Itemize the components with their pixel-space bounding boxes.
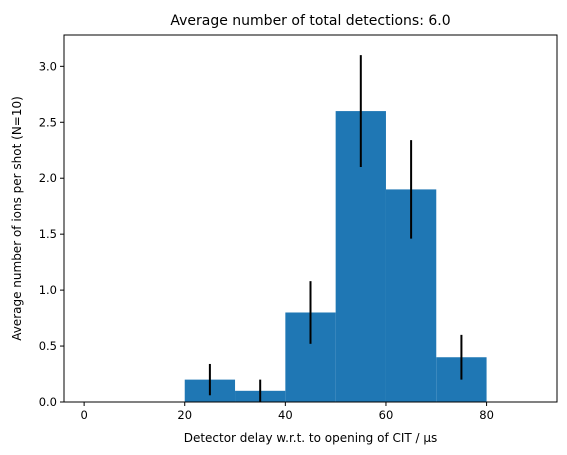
y-tick-label: 0.5 <box>39 339 57 353</box>
y-tick-label: 1.0 <box>39 283 57 297</box>
x-tick-label: 20 <box>177 408 192 422</box>
y-tick-label: 2.5 <box>39 115 57 129</box>
x-tick-label: 0 <box>80 408 87 422</box>
x-tick-label: 40 <box>278 408 293 422</box>
y-tick-label: 0.0 <box>39 395 57 409</box>
y-tick-label: 2.0 <box>39 171 57 185</box>
y-axis-ticks: 0.0 0.5 1.0 1.5 2.0 2.5 3.0 <box>39 59 64 409</box>
plot-frame <box>63 34 558 403</box>
errorbars-group <box>208 55 463 402</box>
x-tick-label: 60 <box>379 408 394 422</box>
x-axis-ticks: 0 20 40 60 80 <box>80 402 494 422</box>
chart-title: Average number of total detections: 6.0 <box>170 13 450 29</box>
x-tick-label: 80 <box>479 408 494 422</box>
y-tick-label: 3.0 <box>39 59 57 73</box>
x-axis-label: Detector delay w.r.t. to opening of CIT … <box>184 431 438 445</box>
y-axis-label: Average number of ions per shot (N=10) <box>10 96 24 341</box>
y-tick-label: 1.5 <box>39 227 57 241</box>
bars-group <box>184 111 487 403</box>
